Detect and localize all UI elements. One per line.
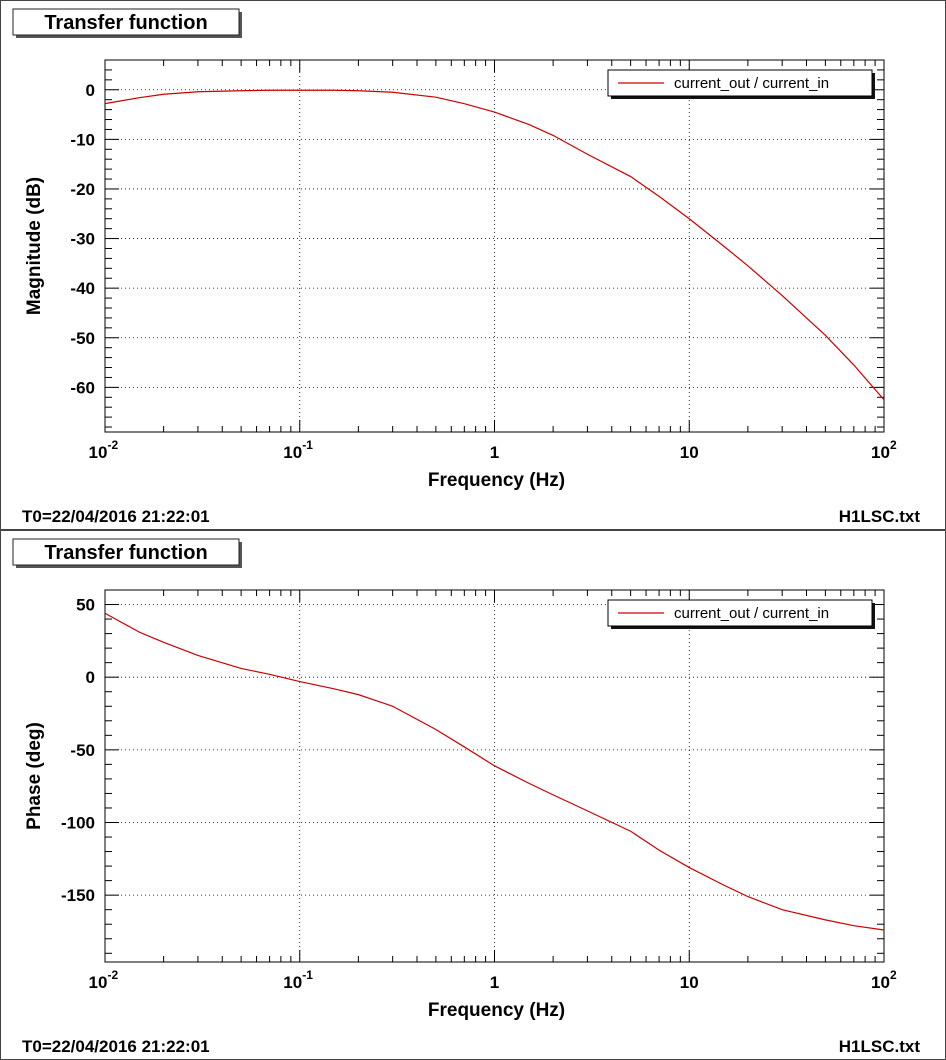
x-tick-exponent: 2	[890, 968, 897, 982]
x-axis-label: Frequency (Hz)	[428, 470, 565, 491]
title-box	[12, 8, 240, 36]
x-tick-exponent: -1	[302, 438, 313, 452]
footer-timestamp: T0=22/04/2016 21:22:01	[22, 507, 210, 526]
series-line	[104, 89, 885, 401]
y-tick-label: 0	[86, 81, 95, 100]
plot-area	[104, 589, 885, 963]
x-tick-base: 10	[89, 443, 108, 462]
x-tick-base: 1	[490, 443, 499, 462]
x-tick-exponent: -1	[302, 968, 313, 982]
y-tick-label: -40	[70, 279, 95, 298]
legend-label: current_out / current_in	[674, 75, 829, 92]
x-tick-base: 10	[283, 973, 302, 992]
y-tick-label: -30	[70, 230, 95, 249]
magnitude-panel: Transfer function 0 -10 -20 -30 -40 -50 -60 10 -2…	[0, 0, 946, 530]
y-tick-label: -50	[70, 741, 95, 760]
x-tick-base: 1	[490, 973, 499, 992]
footer-timestamp: T0=22/04/2016 21:22:01	[22, 1037, 210, 1056]
x-tick-exponent: -2	[108, 968, 119, 982]
x-tick-label: 10 -1	[283, 438, 313, 462]
x-tick-base: 10	[680, 973, 699, 992]
x-tick-label: 1	[490, 443, 499, 462]
y-tick-label: -20	[70, 180, 95, 199]
x-tick-base: 10	[680, 443, 699, 462]
title-box	[12, 538, 240, 566]
y-tick-label: -100	[61, 814, 95, 833]
x-tick-base: 10	[283, 443, 302, 462]
y-tick-label: -50	[70, 329, 95, 348]
chart-title: Transfer function	[44, 12, 207, 34]
x-tick-base: 10	[871, 443, 890, 462]
legend-label: current_out / current_in	[674, 605, 829, 622]
x-tick-label: 10	[680, 973, 699, 992]
y-axis-label: Magnitude (dB)	[24, 177, 45, 315]
x-tick-exponent: -2	[108, 438, 119, 452]
x-tick-label: 10	[680, 443, 699, 462]
x-tick-label: 10 -2	[89, 438, 119, 462]
footer-filename: H1LSC.txt	[839, 507, 921, 526]
plot-area	[104, 59, 885, 433]
series-line	[104, 612, 885, 931]
x-tick-label: 10 -1	[283, 968, 313, 992]
chart-title: Transfer function	[44, 542, 207, 564]
x-tick-exponent: 2	[890, 438, 897, 452]
x-tick-base: 10	[89, 973, 108, 992]
y-tick-label: -10	[70, 130, 95, 149]
phase-panel: Transfer function 50 0 -50 -100 -150 10 -2 10 -1 1…	[0, 530, 946, 1060]
y-tick-label: -150	[61, 886, 95, 905]
y-tick-label: 0	[86, 668, 95, 687]
y-tick-label: 50	[76, 596, 95, 615]
x-tick-label: 10 -2	[89, 968, 119, 992]
y-axis-label: Phase (deg)	[24, 722, 45, 830]
footer-filename: H1LSC.txt	[839, 1037, 921, 1056]
x-tick-label: 10 2	[871, 968, 897, 992]
y-tick-label: -60	[70, 378, 95, 397]
x-tick-label: 10 2	[871, 438, 897, 462]
x-tick-label: 1	[490, 973, 499, 992]
x-axis-label: Frequency (Hz)	[428, 1000, 565, 1021]
x-tick-base: 10	[871, 973, 890, 992]
